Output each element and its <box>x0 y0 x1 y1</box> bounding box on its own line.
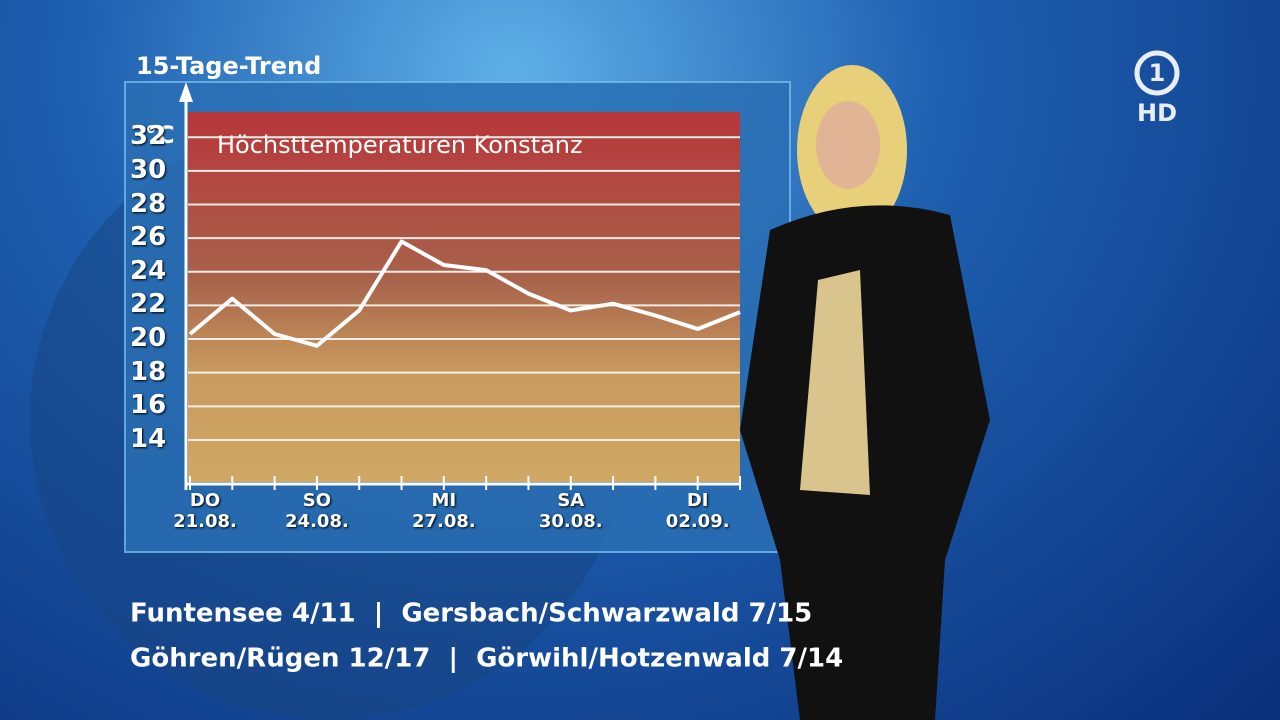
ticker-line: Göhren/Rügen 12/17 | Görwihl/Hotzenwald … <box>130 644 843 674</box>
logo-label: HD <box>1137 99 1177 127</box>
x-tick-label: MI 27.08. <box>411 490 476 532</box>
y-tick-label: 32 <box>130 121 167 152</box>
x-tick-label: DI 02.09. <box>665 490 730 532</box>
y-tick-label: 20 <box>130 323 167 354</box>
y-tick-label: 16 <box>130 390 167 421</box>
temperature-line <box>188 239 741 348</box>
plot-area <box>188 112 740 482</box>
y-tick-label: 22 <box>130 289 167 320</box>
ticker-line: Funtensee 4/11 | Gersbach/Schwarzwald 7/… <box>130 599 812 629</box>
x-tick-label: SA 30.08. <box>538 490 603 532</box>
y-tick-label: 28 <box>130 188 167 219</box>
logo-number: 1 <box>1149 59 1166 87</box>
axis-arrow <box>179 82 193 102</box>
y-tick-label: 26 <box>130 222 167 253</box>
logo-ring <box>1134 50 1180 96</box>
y-tick-label: 18 <box>130 356 167 387</box>
chart-subtitle: Höchsttemperaturen Konstanz <box>217 131 583 159</box>
x-tick-label: SO 24.08. <box>285 490 349 532</box>
y-tick-label: 24 <box>130 255 167 286</box>
x-tick-label: DO 21.08. <box>173 490 237 532</box>
y-tick-label: 30 <box>130 154 167 185</box>
y-tick-label: 14 <box>130 423 167 454</box>
y-axis-label: °C <box>145 121 175 149</box>
chart-title: 15-Tage-Trend <box>136 52 321 80</box>
presenter <box>740 65 990 720</box>
